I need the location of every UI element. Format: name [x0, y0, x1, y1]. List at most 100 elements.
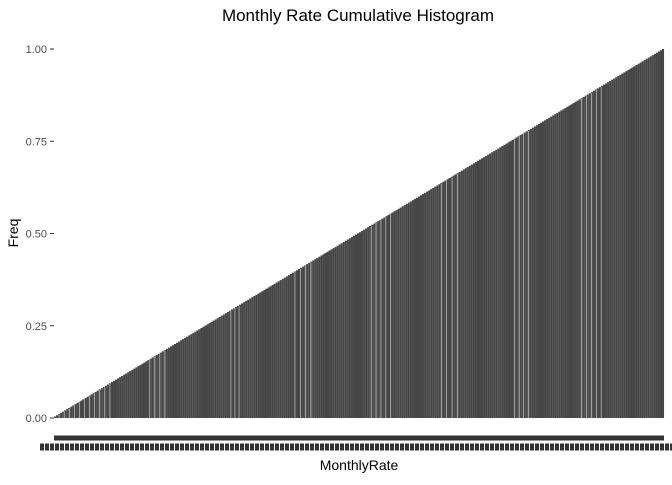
- histogram-bar: [184, 337, 187, 418]
- histogram-bar: [80, 400, 83, 418]
- histogram-bar: [448, 178, 451, 418]
- histogram-bar: [281, 278, 284, 418]
- histogram-bar: [102, 387, 105, 418]
- histogram-bar: [407, 202, 410, 418]
- histogram-bar: [647, 57, 650, 418]
- histogram-bar: [507, 142, 510, 418]
- histogram-bar: [454, 174, 457, 418]
- histogram-bar: [218, 316, 221, 418]
- histogram-bar: [546, 119, 549, 418]
- histogram-bar: [267, 287, 270, 418]
- histogram-bar: [525, 131, 528, 418]
- histogram-bar: [607, 82, 610, 418]
- histogram-bar: [655, 52, 658, 418]
- histogram-bar: [611, 79, 614, 418]
- histogram-bar: [269, 286, 272, 418]
- histogram-bar: [592, 90, 595, 418]
- histogram-bar: [499, 147, 502, 418]
- histogram-bar: [289, 273, 292, 418]
- histogram-bars: [53, 49, 665, 419]
- histogram-bar: [228, 310, 231, 418]
- histogram-bar: [226, 312, 229, 418]
- histogram-bar: [586, 94, 589, 418]
- histogram-bar: [594, 89, 597, 418]
- histogram-bar: [306, 264, 309, 418]
- histogram-bar: [178, 341, 181, 418]
- histogram-bar: [241, 303, 244, 418]
- histogram-bar: [542, 121, 545, 419]
- histogram-bar: [621, 73, 624, 418]
- histogram-bar: [232, 308, 236, 418]
- histogram-bar: [550, 116, 553, 418]
- histogram-bar: [529, 128, 532, 418]
- histogram-bar: [523, 132, 526, 418]
- histogram-bar: [452, 175, 455, 418]
- histogram-bar: [381, 218, 384, 418]
- histogram-bar: [361, 230, 364, 418]
- histogram-bar: [552, 115, 555, 419]
- histogram-bar: [515, 137, 518, 418]
- histogram-bar: [149, 358, 152, 418]
- histogram-bar: [426, 191, 429, 418]
- histogram-bar: [478, 159, 482, 418]
- histogram-bar: [188, 335, 191, 418]
- histogram-bar: [511, 139, 514, 418]
- histogram-bar: [125, 373, 128, 418]
- histogram-bar: [495, 149, 498, 419]
- histogram-bar: [257, 293, 260, 418]
- histogram-bar: [259, 292, 262, 418]
- histogram-bar: [237, 305, 240, 418]
- histogram-bar: [171, 345, 175, 418]
- histogram-bar: [356, 233, 360, 418]
- histogram-bar: [365, 228, 368, 418]
- histogram-bar: [641, 61, 644, 418]
- histogram-bar: [415, 197, 419, 418]
- histogram-bar: [568, 105, 571, 418]
- histogram-bar: [393, 211, 396, 418]
- histogram-bar: [196, 330, 199, 418]
- histogram-bar: [145, 361, 148, 418]
- histogram-bar: [493, 151, 496, 418]
- histogram-bar: [491, 152, 494, 418]
- histogram-bar: [619, 74, 622, 418]
- histogram-bar: [190, 334, 193, 418]
- histogram-bar: [302, 266, 305, 418]
- histogram-bar: [291, 272, 294, 418]
- histogram-bar: [348, 238, 351, 418]
- histogram-bar: [462, 169, 465, 418]
- histogram-bar: [74, 404, 77, 418]
- histogram-bar: [432, 187, 435, 418]
- histogram-bar: [344, 240, 347, 418]
- histogram-bar: [639, 62, 642, 419]
- histogram-bar: [121, 375, 124, 418]
- histogram-bar: [330, 249, 333, 418]
- histogram-bar: [285, 276, 288, 418]
- histogram-bar: [352, 235, 355, 418]
- histogram-bar: [444, 180, 447, 418]
- histogram-bar: [554, 114, 557, 418]
- histogram-bar: [574, 101, 577, 418]
- y-axis-title: Freq: [5, 219, 21, 248]
- histogram-bar: [582, 96, 585, 418]
- histogram-bar: [428, 190, 431, 418]
- histogram-bar: [287, 275, 290, 418]
- histogram-bar: [157, 353, 160, 418]
- histogram-bar: [570, 104, 573, 418]
- histogram-bar: [643, 60, 646, 419]
- histogram-bar: [72, 405, 75, 418]
- histogram-bar: [645, 58, 648, 418]
- histogram-bar: [631, 67, 634, 418]
- histogram-bar: [489, 153, 492, 419]
- histogram-bar: [275, 282, 278, 418]
- histogram-bar: [161, 351, 164, 418]
- histogram-bar: [564, 108, 567, 418]
- histogram-bar: [338, 244, 341, 418]
- histogram-bar: [649, 56, 652, 419]
- histogram-bar: [629, 68, 632, 419]
- histogram-bar: [147, 359, 150, 418]
- y-tick-label: 0.75: [26, 136, 47, 148]
- histogram-bar: [385, 216, 388, 418]
- histogram-bar: [56, 415, 59, 418]
- histogram-bar: [409, 201, 412, 418]
